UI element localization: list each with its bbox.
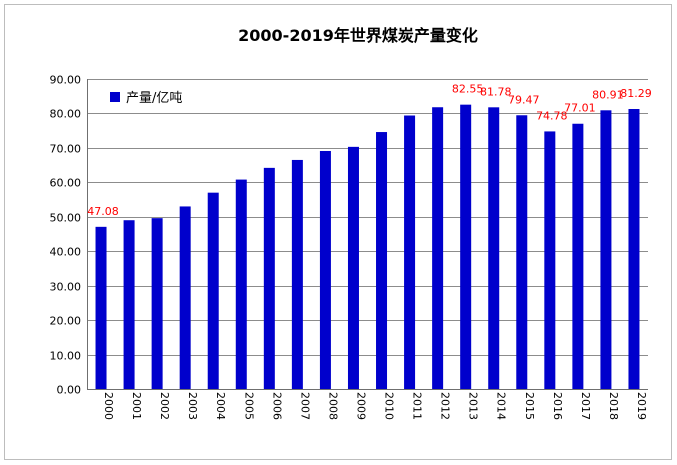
data-label: 79.47 bbox=[508, 93, 540, 106]
x-tick-label: 2014 bbox=[495, 392, 508, 420]
data-label: 80.91 bbox=[592, 88, 624, 101]
bar bbox=[488, 107, 500, 390]
bar bbox=[432, 107, 444, 389]
chart-frame bbox=[4, 4, 672, 460]
y-tick-label: 70.00 bbox=[50, 143, 82, 156]
data-label: 81.29 bbox=[620, 87, 652, 100]
x-tick-label: 2000 bbox=[102, 392, 115, 420]
data-label: 47.08 bbox=[87, 205, 119, 218]
bar bbox=[460, 104, 472, 390]
x-axis-tick-labels: 2000 2001 2002 2003 2004 2005 2006 2007 2008 2009… bbox=[102, 392, 648, 420]
bar bbox=[95, 226, 107, 389]
x-tick-label: 2003 bbox=[186, 392, 199, 420]
x-tick-label: 2004 bbox=[214, 392, 227, 420]
x-tick-label: 2009 bbox=[354, 392, 367, 420]
chart-title: 2000-2019年世界煤炭产量变化 bbox=[238, 26, 478, 45]
bar bbox=[347, 146, 359, 389]
x-tick-label: 2011 bbox=[411, 392, 424, 420]
x-tick-label: 2013 bbox=[467, 392, 480, 420]
y-tick-label: 30.00 bbox=[50, 281, 82, 294]
bar bbox=[207, 192, 219, 389]
axes bbox=[87, 79, 648, 390]
legend-label: 产量/亿吨 bbox=[126, 91, 182, 106]
bar bbox=[151, 218, 163, 389]
bar bbox=[404, 115, 416, 389]
bar bbox=[572, 123, 584, 389]
y-axis-tick-labels: 0.00 10.00 20.00 30.00 40.00 50.00 60.00 70.00 8… bbox=[50, 74, 82, 397]
bars bbox=[95, 104, 640, 390]
data-label: 82.55 bbox=[452, 83, 484, 96]
x-tick-label: 2019 bbox=[635, 392, 648, 420]
x-tick-label: 2008 bbox=[326, 392, 339, 420]
x-tick-label: 2010 bbox=[383, 392, 396, 420]
x-tick-label: 2015 bbox=[523, 392, 536, 420]
x-tick-label: 2002 bbox=[158, 392, 171, 420]
x-tick-label: 2007 bbox=[298, 392, 311, 420]
bar bbox=[263, 167, 275, 389]
y-tick-label: 80.00 bbox=[50, 108, 82, 121]
bar bbox=[235, 179, 247, 389]
bar bbox=[516, 115, 528, 390]
bar bbox=[376, 132, 388, 390]
bar bbox=[628, 109, 640, 390]
bar bbox=[179, 206, 191, 389]
y-tick-label: 90.00 bbox=[50, 74, 82, 87]
x-tick-label: 2012 bbox=[439, 392, 452, 420]
legend-swatch bbox=[110, 92, 120, 102]
y-tick-label: 50.00 bbox=[50, 212, 82, 225]
data-label: 77.01 bbox=[564, 102, 596, 115]
data-label: 81.78 bbox=[480, 85, 512, 98]
bar bbox=[600, 110, 612, 389]
x-tick-label: 2001 bbox=[130, 392, 143, 420]
x-tick-label: 2018 bbox=[607, 392, 620, 420]
x-tick-label: 2017 bbox=[579, 392, 592, 420]
legend: 产量/亿吨 bbox=[110, 91, 182, 106]
bar bbox=[123, 220, 135, 389]
y-tick-label: 10.00 bbox=[50, 350, 82, 363]
data-label: 74.78 bbox=[536, 109, 568, 122]
bar bbox=[291, 159, 303, 389]
y-tick-label: 0.00 bbox=[57, 384, 82, 397]
y-tick-label: 20.00 bbox=[50, 315, 82, 328]
x-tick-label: 2016 bbox=[551, 392, 564, 420]
x-tick-label: 2005 bbox=[242, 392, 255, 420]
bar bbox=[319, 150, 331, 389]
y-tick-label: 60.00 bbox=[50, 177, 82, 190]
bar bbox=[544, 131, 556, 389]
y-tick-label: 40.00 bbox=[50, 246, 82, 259]
x-tick-label: 2006 bbox=[270, 392, 283, 420]
